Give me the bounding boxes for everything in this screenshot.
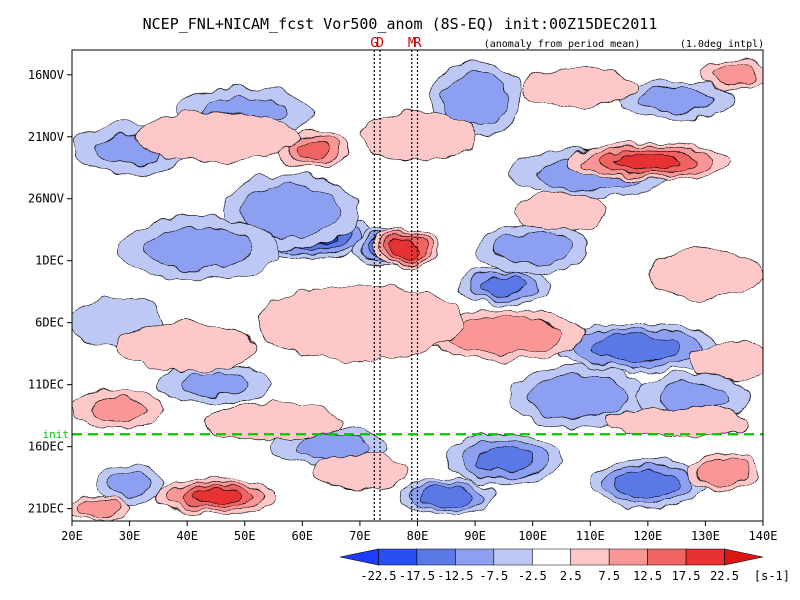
anomaly-contour	[480, 275, 528, 296]
anomaly-contour	[474, 446, 533, 472]
plot-area: init	[43, 49, 764, 522]
marker-label: R	[414, 36, 422, 51]
x-tick-label: 90E	[464, 529, 486, 543]
anomaly-contour	[697, 457, 748, 486]
colorbar-label: 12.5	[633, 569, 662, 583]
anomaly-contour	[441, 72, 509, 127]
y-axis: 16NOV 21NOV 26NOV 1DEC 6DEC 11DEC 16DEC 21DEC	[28, 68, 72, 516]
x-tick-label: 100E	[518, 529, 547, 543]
colorbar-swatch	[531, 548, 572, 566]
anomaly-contour	[241, 184, 341, 238]
colorbar-label: -2.5	[518, 569, 547, 583]
anomaly-contour	[296, 139, 332, 159]
y-tick-label: 11DEC	[28, 378, 64, 392]
colorbar-label: -17.5	[399, 569, 435, 583]
chart-subtitle-left: (anomaly from period mean)	[484, 39, 641, 50]
colorbar-swatch	[493, 548, 533, 566]
anomaly-contour	[144, 227, 253, 270]
y-tick-label: 21DEC	[28, 502, 64, 516]
anomaly-contour	[515, 192, 608, 231]
colorbar-label: 17.5	[672, 569, 701, 583]
colorbar-swatch	[608, 548, 648, 566]
colorbar-unit: [s-1]	[754, 569, 790, 583]
colorbar-label: -12.5	[437, 569, 473, 583]
anomaly-contour	[108, 472, 151, 496]
colorbar-label: -7.5	[479, 569, 508, 583]
y-tick-label: 16NOV	[28, 68, 64, 82]
x-tick-label: 20E	[61, 529, 83, 543]
x-tick-label: 140E	[749, 529, 778, 543]
y-tick-label: 1DEC	[35, 254, 64, 268]
colorbar-swatch	[416, 548, 456, 566]
y-tick-label: 6DEC	[35, 316, 64, 330]
anomaly-contour	[255, 285, 464, 361]
colorbar-swatch	[378, 548, 418, 566]
colorbar-swatch	[647, 548, 687, 566]
colorbar-swatch	[685, 548, 725, 566]
x-tick-label: 70E	[349, 529, 371, 543]
marker-label: M	[408, 36, 416, 51]
anomaly-contour	[192, 488, 240, 504]
colorbar: -22.5 -17.5 -12.5 -7.5 -2.5 2.5 7.5 12.5 17.5 22.…	[339, 548, 790, 583]
x-tick-label: 80E	[407, 529, 429, 543]
init-label: init	[43, 428, 70, 441]
marker-label: D	[376, 36, 384, 51]
y-tick-label: 16DEC	[28, 440, 64, 454]
marker-labels: GD MR	[370, 36, 421, 51]
x-tick-label: 40E	[176, 529, 198, 543]
colorbar-label: 7.5	[598, 569, 620, 583]
x-tick-label: 110E	[576, 529, 605, 543]
anomaly-contour	[615, 153, 681, 170]
anomaly-contour	[204, 402, 343, 441]
x-tick-label: 30E	[119, 529, 141, 543]
anomaly-contour	[90, 397, 147, 421]
anomaly-contour	[607, 406, 747, 438]
anomaly-field	[72, 59, 763, 521]
init-line-group: init	[43, 428, 763, 441]
anomaly-contour	[181, 373, 251, 397]
anomaly-contour	[647, 248, 763, 299]
x-axis: 20E 30E 40E 50E 60E 70E 80E 90E 100E 110E 120E 130E…	[61, 521, 777, 543]
y-tick-label: 21NOV	[28, 130, 64, 144]
anomaly-contour	[79, 499, 122, 518]
colorbar-label: -22.5	[360, 569, 396, 583]
anomaly-contour	[389, 239, 422, 258]
x-tick-label: 50E	[234, 529, 256, 543]
colorbar-label: 22.5	[710, 569, 739, 583]
anomaly-contour	[529, 374, 629, 420]
anomaly-contour	[117, 322, 257, 373]
colorbar-swatch	[455, 548, 495, 566]
colorbar-swatch	[570, 548, 610, 566]
colorbar-label: 2.5	[560, 569, 582, 583]
marker-lines	[373, 50, 419, 521]
chart-subtitle-right: (1.0deg intpl)	[680, 39, 764, 50]
marker-label: G	[370, 36, 378, 51]
x-tick-label: 60E	[291, 529, 313, 543]
x-tick-label: 120E	[633, 529, 662, 543]
chart-title: NCEP_FNL+NICAM_fcst Vor500_anom (8S-EQ) …	[143, 15, 658, 33]
anomaly-contour	[313, 452, 407, 491]
anomaly-contour	[637, 86, 716, 113]
anomaly-contour	[591, 333, 682, 362]
anomaly-contour	[615, 469, 681, 498]
anomaly-contour	[493, 231, 572, 266]
anomaly-contour	[420, 485, 473, 507]
anomaly-contour	[710, 64, 758, 86]
y-tick-label: 26NOV	[28, 192, 64, 206]
anomaly-contour	[520, 68, 637, 107]
colorbar-swatch	[339, 548, 379, 566]
anomaly-contour	[135, 111, 297, 162]
colorbar-swatch	[724, 548, 764, 566]
anomaly-contour	[687, 340, 763, 379]
x-tick-label: 130E	[691, 529, 720, 543]
